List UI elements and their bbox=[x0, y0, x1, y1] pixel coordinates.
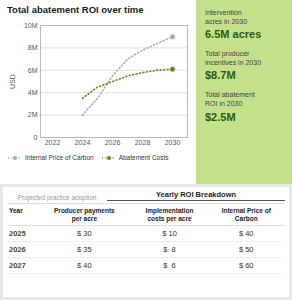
html-text:$ 10: $ 10 bbox=[162, 229, 177, 239]
html-text:Implementation costs per acre: Implementation costs per acre bbox=[145, 207, 194, 223]
html-text:$2.5M: $2.5M bbox=[205, 110, 236, 123]
html-text:Yearly ROI Breakdown: Yearly ROI Breakdown bbox=[156, 190, 237, 199]
html-text:Abatement Costs: Abatement Costs bbox=[118, 154, 169, 161]
svg-text:4M: 4M bbox=[28, 89, 38, 96]
svg-text:2026: 2026 bbox=[105, 139, 121, 146]
svg-text:2M: 2M bbox=[28, 111, 38, 118]
html-text:2027: 2027 bbox=[9, 261, 26, 271]
html-text:$ 35: $ 35 bbox=[77, 245, 92, 255]
svg-text:10M: 10M bbox=[24, 22, 38, 29]
html-text:2026: 2026 bbox=[9, 245, 26, 255]
svg-text:0: 0 bbox=[34, 134, 38, 141]
html-text:Internal Price of Carbon: Internal Price of Carbon bbox=[221, 207, 271, 223]
html-text:Intervention acres in 2030: Intervention acres in 2030 bbox=[205, 9, 247, 26]
html-text:Total producer incentives in 2: Total producer incentives in 2030 bbox=[205, 50, 261, 67]
html-text:$ 40: $ 40 bbox=[238, 229, 254, 239]
html-text:$ 8: $ 8 bbox=[163, 245, 176, 255]
html-text:2025: 2025 bbox=[9, 229, 26, 239]
html-text:$8.7M: $8.7M bbox=[205, 69, 236, 82]
svg-text:2022: 2022 bbox=[45, 139, 61, 146]
html-text:Year: Year bbox=[9, 207, 23, 214]
html-text:$ 60: $ 60 bbox=[238, 261, 254, 271]
svg-text:6M: 6M bbox=[28, 67, 38, 74]
svg-text:2028: 2028 bbox=[135, 139, 151, 146]
html-text:6.5M acres: 6.5M acres bbox=[205, 28, 262, 41]
svg-text:2030: 2030 bbox=[165, 139, 181, 146]
svg-text:USD: USD bbox=[9, 74, 16, 89]
svg-text:2024: 2024 bbox=[75, 139, 91, 146]
svg-text:8M: 8M bbox=[28, 44, 38, 51]
html-text:Producer payments per acre: Producer payments per acre bbox=[54, 207, 115, 223]
html-text:$ 40: $ 40 bbox=[77, 261, 92, 271]
html-text:Total abatement ROI over time: Total abatement ROI over time bbox=[7, 4, 144, 15]
html-text:$ 50: $ 50 bbox=[238, 245, 254, 255]
html-text:$ 6: $ 6 bbox=[163, 261, 176, 271]
html-text:Total abatement ROI in 2030: Total abatement ROI in 2030 bbox=[205, 91, 255, 108]
html-text:Projected practice adoption: Projected practice adoption bbox=[17, 194, 97, 201]
html-text:Internal Price of Carbon: Internal Price of Carbon bbox=[25, 154, 94, 161]
html-text:$ 30: $ 30 bbox=[77, 229, 92, 239]
